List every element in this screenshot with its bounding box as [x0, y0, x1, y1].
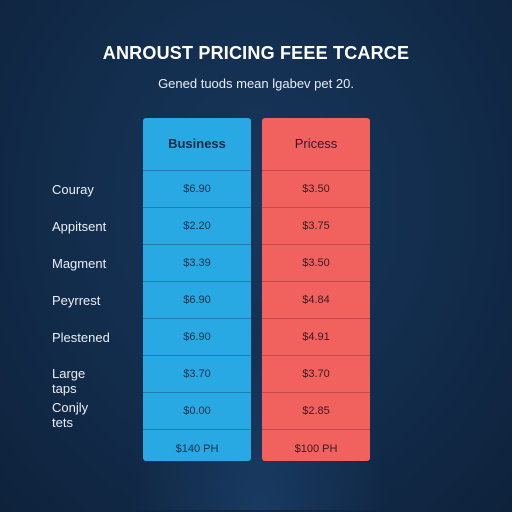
price-cell: $6.90 [143, 170, 251, 207]
price-cell: $4.91 [262, 318, 370, 355]
price-cell: $3.39 [143, 244, 251, 281]
total-price-cell: $100 PH [262, 429, 370, 460]
page-subtitle: Gened tuods mean lgabev pet 20. [158, 76, 354, 91]
row-label: Peyrrest [52, 293, 101, 308]
row-label: Couray [52, 182, 94, 197]
price-cell: $2.85 [262, 392, 370, 429]
row-label: Conjly tets [52, 400, 89, 430]
price-cell: $2.20 [143, 207, 251, 244]
column-header: Business [168, 136, 226, 151]
price-cell: $3.70 [143, 355, 251, 392]
price-cell: $6.90 [143, 318, 251, 355]
price-cell: $3.70 [262, 355, 370, 392]
pricing-column-pricess[interactable]: Pricess $3.50 $3.75 $3.50 $4.84 $4.91 $3… [262, 118, 370, 461]
price-cell: $3.75 [262, 207, 370, 244]
row-label: Magment [52, 256, 107, 271]
total-price-cell: $140 PH [143, 429, 251, 460]
row-label: Appitsent [52, 219, 107, 234]
page-title: ANROUST PRICING FEEE TCARCE [102, 43, 410, 63]
pricing-column-business[interactable]: Business $6.90 $2.20 $3.39 $6.90 $6.90 $… [143, 118, 251, 461]
price-cell: $4.84 [262, 281, 370, 318]
row-label: Large taps [52, 366, 86, 396]
price-cell: $3.50 [262, 170, 370, 207]
price-cell: $3.50 [262, 244, 370, 281]
price-cell: $0.00 [143, 392, 251, 429]
row-label: Plestened [52, 330, 110, 345]
column-header: Pricess [294, 136, 338, 151]
price-cell: $6.90 [143, 281, 251, 318]
